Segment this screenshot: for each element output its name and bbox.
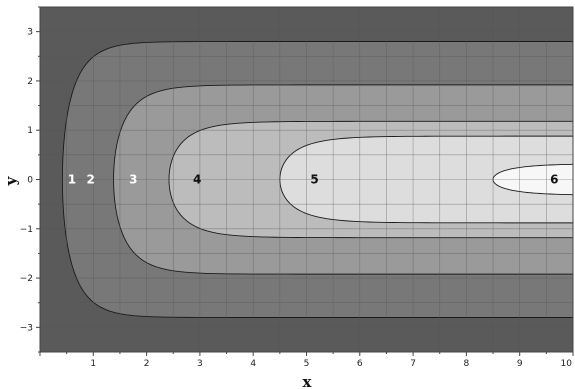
- y-tick-label: −1: [20, 225, 33, 235]
- x-tick-label: 10: [561, 359, 573, 369]
- y-tick-label: −2: [20, 274, 33, 284]
- x-tick-label: 2: [144, 359, 150, 369]
- y-tick-label: 1: [27, 126, 33, 136]
- x-axis-label: x: [303, 373, 313, 389]
- region-label-2: 2: [86, 173, 94, 187]
- grid-lines: [40, 7, 573, 352]
- region-label-3: 3: [129, 173, 137, 187]
- y-tick-label: 0: [27, 176, 33, 186]
- region-label-6: 6: [550, 173, 558, 187]
- x-tick-label: 3: [197, 359, 203, 369]
- region-label-5: 5: [310, 173, 318, 187]
- y-tick-label: 2: [27, 77, 33, 87]
- region-label-4: 4: [193, 173, 201, 187]
- x-tick-label: 5: [304, 359, 310, 369]
- x-tick-label: 4: [250, 359, 256, 369]
- x-tick-label: 1: [90, 359, 96, 369]
- x-tick-label: 9: [517, 359, 523, 369]
- region-label-1: 1: [68, 173, 76, 187]
- x-tick-label: 8: [464, 359, 470, 369]
- y-tick-label: 3: [27, 28, 33, 38]
- x-tick-label: 7: [410, 359, 416, 369]
- y-axis-label: y: [2, 175, 20, 186]
- x-tick-label: 6: [357, 359, 363, 369]
- y-tick-label: −3: [20, 323, 33, 333]
